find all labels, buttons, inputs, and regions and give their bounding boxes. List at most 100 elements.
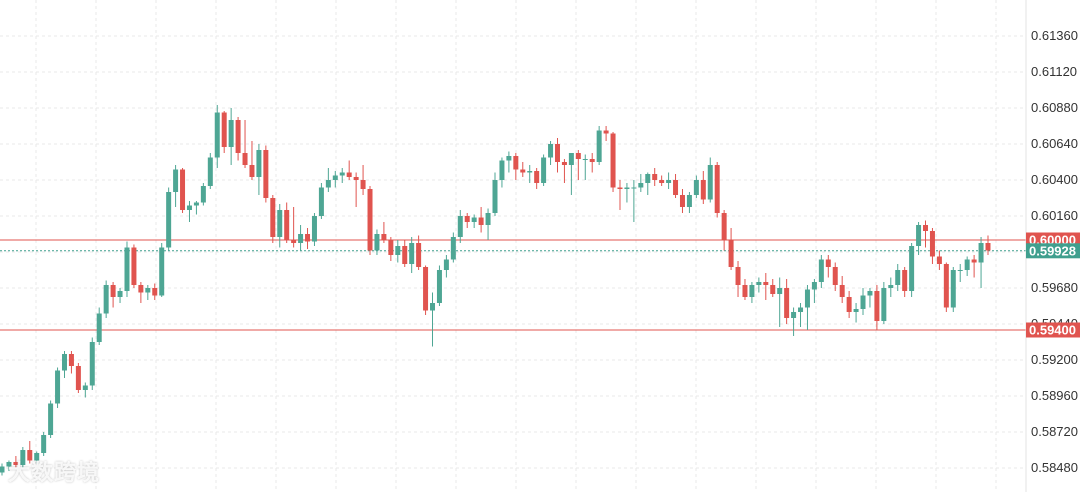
candle-body <box>103 285 109 314</box>
candle-body <box>145 288 151 293</box>
candle-body <box>700 180 706 200</box>
candle-up <box>492 172 498 216</box>
candle-body <box>409 243 415 264</box>
candle-up <box>325 168 331 192</box>
candle-down <box>68 351 74 374</box>
current-price-tag-bg <box>1026 243 1080 259</box>
candle-down <box>923 220 929 248</box>
candle-down <box>353 172 359 207</box>
horizontal-levels <box>0 239 1026 331</box>
candle-body <box>784 288 790 318</box>
candle-down <box>131 244 137 288</box>
candle-down <box>846 291 852 318</box>
candle-down <box>839 276 845 303</box>
candle-body <box>423 267 429 311</box>
candle-down <box>943 262 949 312</box>
candle-body <box>41 435 47 453</box>
candle-body <box>714 165 720 213</box>
candle-down <box>679 189 685 213</box>
candle-body <box>673 180 679 195</box>
candle-body <box>284 210 290 240</box>
candle-body <box>457 216 463 237</box>
price-axis[interactable]: 0.61360 0.61120 0.60880 0.60640 0.60400 0.601… <box>1025 0 1080 492</box>
candle-up <box>409 237 415 273</box>
candle-body <box>770 285 776 294</box>
candle-up <box>311 213 317 246</box>
candle-body <box>478 217 484 225</box>
candle-down <box>784 279 790 324</box>
candle-body <box>360 180 366 189</box>
candle-body <box>506 156 512 161</box>
candle-body <box>416 243 422 267</box>
candle-body <box>124 247 130 291</box>
candle-down <box>27 441 33 464</box>
candle-up <box>34 451 40 464</box>
level-price-tag-text: 0.59400 <box>1029 323 1076 338</box>
candle-up <box>443 255 449 278</box>
candle-up <box>867 288 873 308</box>
candle-up <box>499 157 505 188</box>
candle-body <box>909 246 915 291</box>
candle-up <box>811 279 817 303</box>
candle-down <box>832 262 838 291</box>
candle-down <box>110 282 116 308</box>
candle-body <box>846 297 852 312</box>
candle-body <box>888 285 894 288</box>
candle-down <box>242 120 248 168</box>
candle-body <box>874 291 880 321</box>
candle-up <box>430 292 436 347</box>
candle-body <box>75 366 81 390</box>
candle-up <box>818 255 824 288</box>
candle-down <box>152 283 158 300</box>
candle-body <box>853 309 859 312</box>
candle-body <box>152 288 158 296</box>
candle-body <box>936 256 942 264</box>
candle-body <box>895 270 901 285</box>
candle-body <box>242 153 248 165</box>
candle-down <box>610 132 616 192</box>
y-tick-label: 0.61360 <box>1031 28 1078 43</box>
candle-up <box>6 460 12 471</box>
candle-body <box>117 291 123 297</box>
candle-body <box>818 259 824 282</box>
candle-body <box>610 133 616 188</box>
candle-down <box>825 255 831 278</box>
candle-up <box>374 229 380 255</box>
candle-down <box>402 240 408 267</box>
candle-body <box>388 240 394 255</box>
candle-up <box>624 183 630 203</box>
candle-body <box>96 313 102 342</box>
candle-body <box>825 259 831 267</box>
candle-body <box>950 270 956 308</box>
candle-body <box>582 159 588 160</box>
candle-down <box>985 235 991 255</box>
y-tick-label: 0.58480 <box>1031 460 1078 475</box>
candle-up <box>853 303 859 323</box>
candle-up <box>200 183 206 206</box>
candle-up <box>339 168 345 183</box>
candle-up <box>485 208 491 240</box>
candle-up <box>228 108 234 165</box>
grid-lines <box>0 0 1026 492</box>
candle-down <box>235 117 241 161</box>
candle-down <box>270 195 276 243</box>
candle-body <box>180 169 186 210</box>
candle-body <box>645 174 651 183</box>
watermark-logo: 大数跨境 <box>8 461 101 486</box>
candle-body <box>346 172 352 177</box>
candle-down <box>180 168 186 213</box>
candle-body <box>256 150 262 177</box>
candle-up <box>117 288 123 303</box>
candle-body <box>55 370 61 404</box>
candle-down <box>673 174 679 198</box>
candle-body <box>554 144 560 162</box>
candle-body <box>957 270 963 271</box>
candle-body <box>221 112 227 147</box>
y-tick-label: 0.60400 <box>1031 172 1078 187</box>
candle-down <box>291 207 297 248</box>
candle-body <box>374 234 380 251</box>
candle-up <box>881 282 887 324</box>
candle-body <box>804 289 810 308</box>
candle-body <box>811 282 817 290</box>
